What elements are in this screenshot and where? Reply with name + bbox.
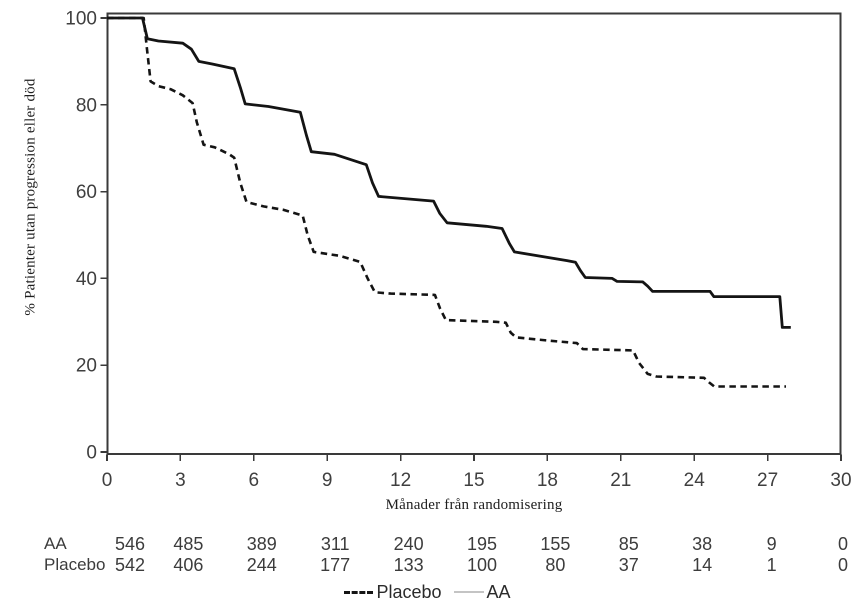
placebo-dashed-line-sample	[344, 590, 374, 594]
risk-count: 155	[540, 534, 571, 554]
risk-count: 485	[173, 534, 204, 554]
risk-count: 133	[393, 555, 424, 575]
y-tick-label: 40	[76, 269, 97, 290]
risk-count: 177	[320, 555, 351, 575]
x-tick-label: 15	[463, 470, 484, 491]
y-tick-label: 80	[76, 95, 97, 116]
legend-label-placebo: Placebo	[376, 581, 442, 602]
x-tick-label: 3	[175, 470, 186, 491]
risk-count: 14	[692, 555, 713, 575]
plot-border	[106, 12, 842, 455]
aa-survival-curve	[107, 16, 791, 329]
x-tick-label: 24	[684, 470, 706, 491]
legend-item-placebo: Placebo	[344, 581, 442, 603]
x-tick-label: 18	[537, 470, 558, 491]
risk-count: 195	[466, 534, 498, 554]
y-tick-label: 60	[76, 182, 97, 203]
risk-count: 406	[173, 555, 204, 575]
legend: Placebo AA	[0, 579, 855, 605]
y-axis-title: % Patienter utan progression eller död	[22, 78, 39, 316]
x-tick-label: 27	[757, 470, 778, 491]
risk-count: 38	[692, 534, 713, 554]
risk-count: 85	[618, 534, 639, 554]
legend-label-aa: AA	[486, 581, 511, 602]
x-tick-label: 6	[249, 470, 260, 491]
risk-count: 240	[393, 534, 424, 554]
y-tick-label: 0	[86, 443, 97, 464]
risk-count: 542	[114, 555, 146, 575]
x-tick-label: 12	[390, 470, 411, 491]
risk-row-label-aa: AA	[44, 534, 67, 553]
risk-count: 80	[545, 555, 566, 575]
risk-count: 546	[114, 534, 146, 554]
x-tick-label: 9	[322, 470, 333, 491]
aa-solid-line-sample	[453, 591, 484, 593]
risk-count: 9	[766, 534, 777, 554]
y-tick-label: 20	[76, 356, 97, 377]
x-tick-label: 0	[102, 470, 113, 491]
legend-item-aa: AA	[453, 581, 511, 603]
risk-count: 311	[320, 534, 350, 554]
placebo-survival-curve	[107, 16, 786, 388]
x-tick-label: 30	[830, 470, 851, 491]
y-tick-label: 100	[65, 9, 97, 30]
risk-count: 100	[466, 555, 498, 575]
risk-count: 389	[246, 534, 277, 554]
risk-count: 37	[618, 555, 639, 575]
x-tick-label: 21	[610, 470, 631, 491]
x-axis-title: Månader från randomisering	[385, 497, 563, 513]
risk-count: 244	[246, 555, 277, 575]
risk-row-label-placebo: Placebo	[44, 555, 106, 574]
risk-count: 1	[766, 555, 777, 575]
risk-count: 0	[837, 534, 848, 554]
risk-count: 0	[837, 555, 848, 575]
